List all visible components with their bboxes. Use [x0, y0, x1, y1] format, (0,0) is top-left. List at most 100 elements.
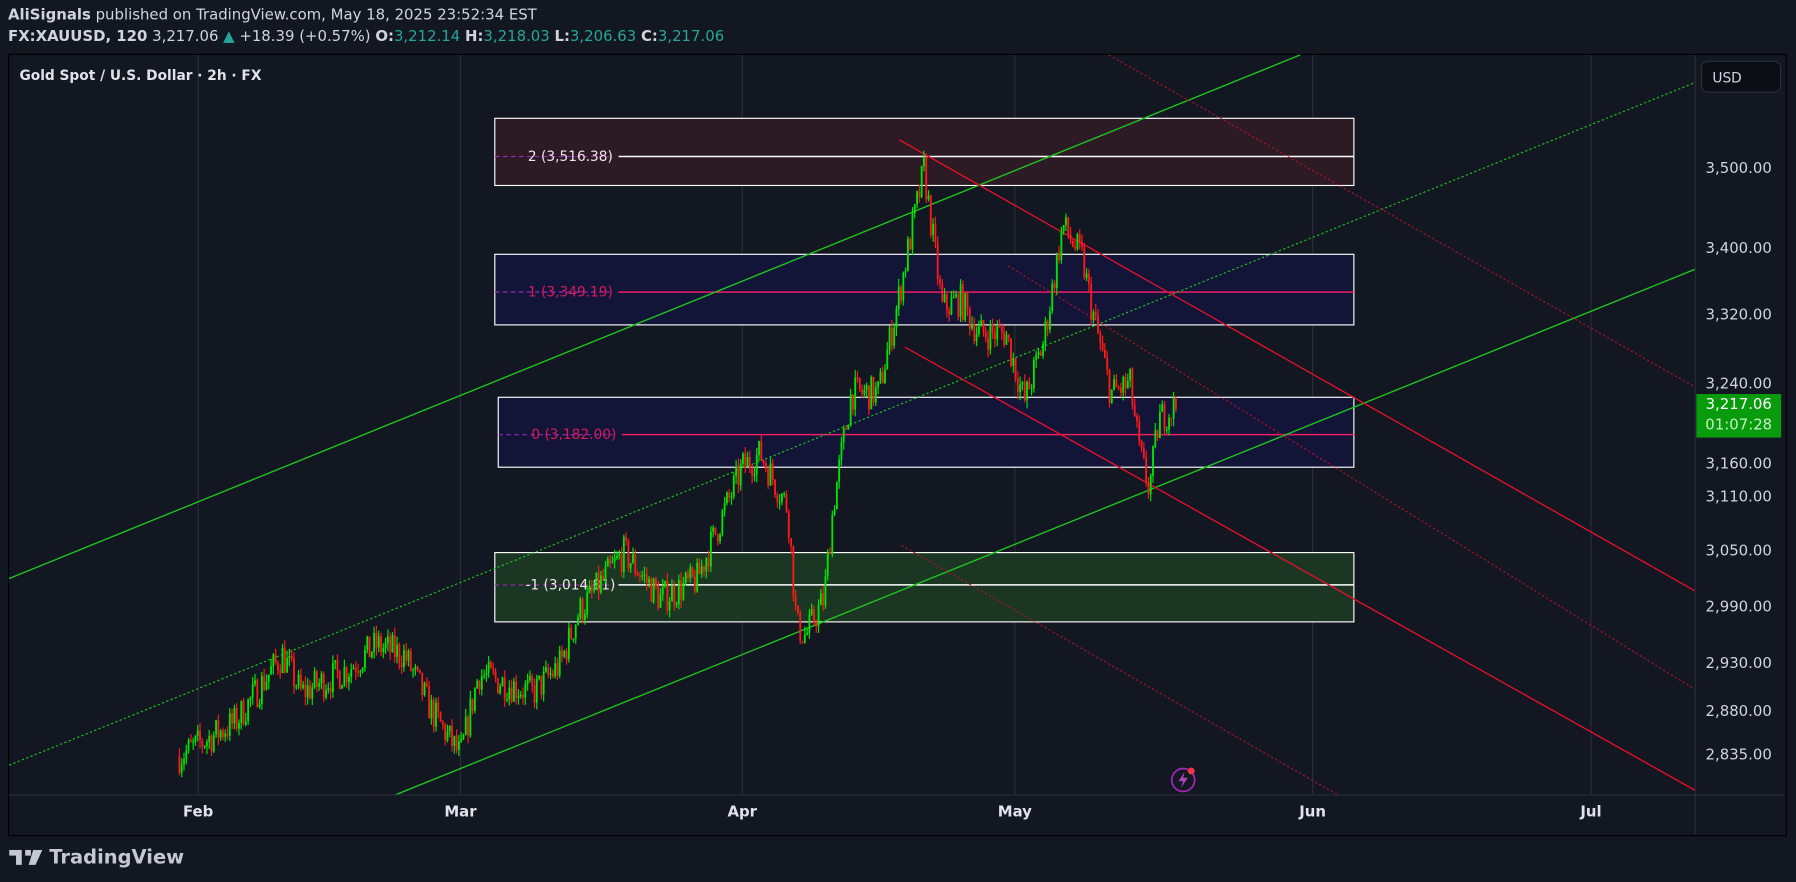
candle-body [535, 678, 538, 703]
symbol: FX:XAUUSD, 120 [8, 28, 148, 46]
candle-body [991, 324, 994, 333]
candle-body [478, 680, 481, 690]
candle-body [551, 673, 554, 677]
candle-body [226, 733, 229, 736]
candle-body [790, 538, 792, 547]
candle-body [1012, 358, 1015, 366]
candle-body [739, 463, 742, 486]
candle-body [923, 157, 925, 167]
candle-body [666, 581, 669, 611]
candle-body [1023, 382, 1026, 401]
candle-body [178, 756, 181, 773]
high-value: 3,218.03 [483, 28, 550, 46]
candle-body [771, 463, 774, 480]
candle-body [877, 381, 880, 388]
candle-body [1087, 273, 1090, 284]
candle-body [512, 681, 515, 702]
candle-body [852, 394, 854, 410]
candle-body [1030, 388, 1033, 390]
fib-zone[interactable] [494, 552, 1355, 623]
fib-zone[interactable] [494, 253, 1355, 326]
price-tick-label: 3,400.00 [1705, 241, 1772, 259]
candle-body [893, 328, 896, 347]
candle-body [1103, 349, 1106, 358]
candle-body [865, 385, 868, 390]
time-tick-label: May [997, 804, 1032, 822]
candle-body [283, 647, 286, 673]
author-name[interactable]: AliSignals [8, 6, 91, 25]
candle-body [290, 656, 293, 659]
candle-body [405, 650, 408, 661]
candle-body [774, 479, 776, 495]
candle-body [1117, 387, 1120, 389]
candle-body [927, 195, 930, 200]
candle-body [258, 704, 261, 708]
lightning-icon[interactable] [1169, 766, 1196, 793]
candle-body [260, 676, 263, 705]
tradingview-logo[interactable]: TradingView [9, 846, 184, 869]
candle-body [382, 647, 385, 653]
candle-body [419, 669, 421, 673]
candle-body [661, 586, 664, 595]
fib-zone[interactable] [497, 396, 1355, 468]
candle-body [897, 286, 900, 309]
candle-body [416, 666, 419, 670]
candle-body [913, 204, 916, 214]
candle-body [968, 308, 971, 329]
candle-body [1120, 387, 1122, 393]
candle-body [1140, 440, 1143, 449]
green-channel-mid [8, 81, 1696, 766]
candle-body [890, 327, 893, 347]
candle-body [902, 272, 905, 301]
last-price-value: 3,217.06 [1705, 396, 1772, 414]
candle-body [929, 195, 932, 235]
candle-body [939, 279, 941, 284]
price-tick-label: 3,050.00 [1705, 543, 1772, 561]
candle-body [703, 566, 705, 572]
candle-body [235, 708, 238, 729]
candle-body [950, 297, 953, 315]
candle-body [675, 604, 678, 606]
candle-body [462, 734, 465, 740]
candle-body [400, 662, 403, 668]
candle-body [1085, 273, 1088, 279]
candle-body [911, 213, 914, 250]
candle-body [533, 685, 536, 703]
candle-body [364, 649, 366, 668]
candle-body [687, 572, 689, 578]
candle-body [581, 598, 584, 620]
currency-button[interactable]: USD [1700, 60, 1782, 93]
candle-body [368, 636, 371, 658]
candle-body [471, 698, 474, 711]
candle-body [441, 721, 444, 725]
candle-body [455, 736, 458, 750]
candle-body [767, 468, 770, 486]
candle-body [1028, 381, 1031, 390]
candle-body [341, 685, 343, 689]
candle-body [641, 575, 644, 577]
candle-body [322, 674, 325, 698]
candle-body [593, 589, 595, 591]
candle-body [764, 463, 767, 469]
candle-body [826, 551, 829, 577]
price-tick-label: 2,835.00 [1705, 746, 1772, 765]
candle-body [1074, 246, 1077, 249]
candle-body [728, 492, 731, 498]
candle-body [247, 699, 250, 722]
candle-body [187, 739, 190, 751]
candle-body [1152, 446, 1154, 476]
candle-body [480, 676, 483, 690]
candle-body [760, 441, 763, 461]
candle-body [989, 324, 992, 350]
price-tick-label: 3,240.00 [1705, 375, 1772, 393]
candle-body [746, 456, 749, 467]
candle-body [1010, 338, 1012, 366]
candle-body [638, 575, 641, 577]
candle-body [561, 650, 563, 657]
candle-body [918, 191, 921, 198]
candle-body [329, 687, 332, 693]
candle-body [503, 677, 506, 700]
candle-body [961, 284, 964, 321]
candle-body [528, 676, 531, 681]
